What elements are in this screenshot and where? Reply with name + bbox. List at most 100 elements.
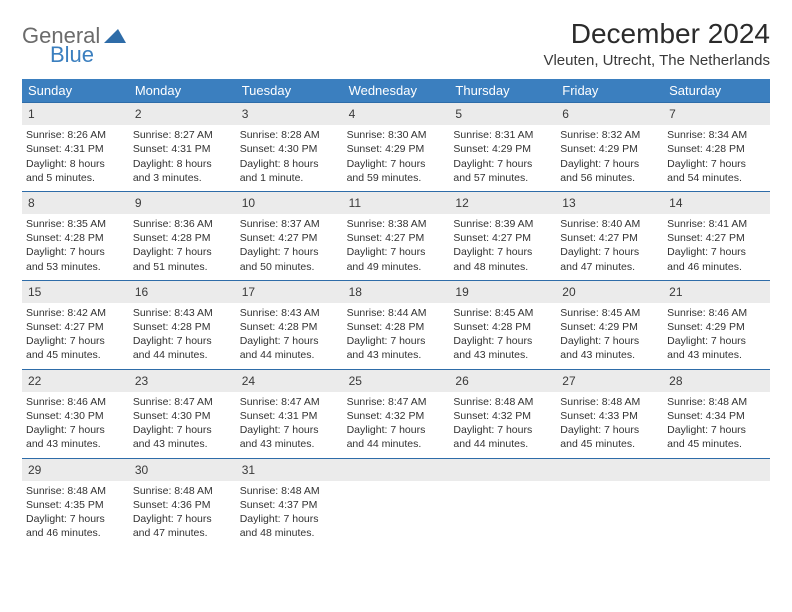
daylight-text: Daylight: 7 hours and 43 minutes. xyxy=(453,334,552,362)
sunrise-text: Sunrise: 8:40 AM xyxy=(560,217,659,231)
day-number-bar: . xyxy=(449,458,556,481)
daylight-text: Daylight: 7 hours and 43 minutes. xyxy=(667,334,766,362)
sunset-text: Sunset: 4:36 PM xyxy=(133,498,232,512)
daylight-text: Daylight: 8 hours and 3 minutes. xyxy=(133,157,232,185)
day-cell: . xyxy=(663,458,770,547)
day-cell: 26Sunrise: 8:48 AMSunset: 4:32 PMDayligh… xyxy=(449,369,556,458)
header: General Blue December 2024 Vleuten, Utre… xyxy=(22,18,770,69)
day-cell: 30Sunrise: 8:48 AMSunset: 4:36 PMDayligh… xyxy=(129,458,236,547)
day-cell: 20Sunrise: 8:45 AMSunset: 4:29 PMDayligh… xyxy=(556,280,663,369)
day-number: 13 xyxy=(562,196,575,210)
sunrise-text: Sunrise: 8:39 AM xyxy=(453,217,552,231)
sunset-text: Sunset: 4:27 PM xyxy=(240,231,339,245)
day-header: Tuesday xyxy=(236,79,343,102)
sunrise-text: Sunrise: 8:37 AM xyxy=(240,217,339,231)
daylight-text: Daylight: 7 hours and 48 minutes. xyxy=(240,512,339,540)
sunrise-text: Sunrise: 8:31 AM xyxy=(453,128,552,142)
sunset-text: Sunset: 4:30 PM xyxy=(26,409,125,423)
daylight-text: Daylight: 7 hours and 46 minutes. xyxy=(667,245,766,273)
day-number: 23 xyxy=(135,374,148,388)
sunrise-text: Sunrise: 8:32 AM xyxy=(560,128,659,142)
day-cell: 19Sunrise: 8:45 AMSunset: 4:28 PMDayligh… xyxy=(449,280,556,369)
day-number: 4 xyxy=(349,107,356,121)
daylight-text: Daylight: 7 hours and 45 minutes. xyxy=(667,423,766,451)
sunset-text: Sunset: 4:28 PM xyxy=(26,231,125,245)
daylight-text: Daylight: 7 hours and 48 minutes. xyxy=(453,245,552,273)
day-number: 22 xyxy=(28,374,41,388)
sunset-text: Sunset: 4:28 PM xyxy=(453,320,552,334)
day-number-bar: 27 xyxy=(556,369,663,392)
day-number: 5 xyxy=(455,107,462,121)
day-number-bar: 1 xyxy=(22,102,129,125)
sunrise-text: Sunrise: 8:43 AM xyxy=(133,306,232,320)
sunrise-text: Sunrise: 8:47 AM xyxy=(240,395,339,409)
sunrise-text: Sunrise: 8:48 AM xyxy=(26,484,125,498)
day-number: 14 xyxy=(669,196,682,210)
sunrise-text: Sunrise: 8:48 AM xyxy=(560,395,659,409)
sunrise-text: Sunrise: 8:27 AM xyxy=(133,128,232,142)
day-number-bar: 31 xyxy=(236,458,343,481)
daylight-text: Daylight: 7 hours and 45 minutes. xyxy=(560,423,659,451)
sunrise-text: Sunrise: 8:48 AM xyxy=(133,484,232,498)
sunset-text: Sunset: 4:31 PM xyxy=(240,409,339,423)
day-cell: 17Sunrise: 8:43 AMSunset: 4:28 PMDayligh… xyxy=(236,280,343,369)
daylight-text: Daylight: 7 hours and 51 minutes. xyxy=(133,245,232,273)
daylight-text: Daylight: 7 hours and 53 minutes. xyxy=(26,245,125,273)
day-cell: 3Sunrise: 8:28 AMSunset: 4:30 PMDaylight… xyxy=(236,102,343,191)
week-row: 29Sunrise: 8:48 AMSunset: 4:35 PMDayligh… xyxy=(22,458,770,547)
day-number-bar: 28 xyxy=(663,369,770,392)
sunrise-text: Sunrise: 8:30 AM xyxy=(347,128,446,142)
day-cell: . xyxy=(449,458,556,547)
daylight-text: Daylight: 7 hours and 47 minutes. xyxy=(133,512,232,540)
sunrise-text: Sunrise: 8:48 AM xyxy=(667,395,766,409)
daylight-text: Daylight: 7 hours and 46 minutes. xyxy=(26,512,125,540)
day-cell: 12Sunrise: 8:39 AMSunset: 4:27 PMDayligh… xyxy=(449,191,556,280)
day-number-bar: 4 xyxy=(343,102,450,125)
sunset-text: Sunset: 4:29 PM xyxy=(560,320,659,334)
day-number-bar: 24 xyxy=(236,369,343,392)
day-number: 24 xyxy=(242,374,255,388)
day-number-bar: 13 xyxy=(556,191,663,214)
day-number-bar: 8 xyxy=(22,191,129,214)
day-number: 7 xyxy=(669,107,676,121)
day-header: Thursday xyxy=(449,79,556,102)
day-number: 31 xyxy=(242,463,255,477)
day-number-bar: . xyxy=(556,458,663,481)
daylight-text: Daylight: 7 hours and 44 minutes. xyxy=(347,423,446,451)
day-number: 20 xyxy=(562,285,575,299)
sunrise-text: Sunrise: 8:48 AM xyxy=(453,395,552,409)
sunrise-text: Sunrise: 8:36 AM xyxy=(133,217,232,231)
day-header: Saturday xyxy=(663,79,770,102)
day-cell: . xyxy=(343,458,450,547)
day-cell: . xyxy=(556,458,663,547)
day-header: Wednesday xyxy=(343,79,450,102)
day-number-bar: 17 xyxy=(236,280,343,303)
sunset-text: Sunset: 4:29 PM xyxy=(560,142,659,156)
day-cell: 5Sunrise: 8:31 AMSunset: 4:29 PMDaylight… xyxy=(449,102,556,191)
sunset-text: Sunset: 4:32 PM xyxy=(453,409,552,423)
day-number-bar: 15 xyxy=(22,280,129,303)
daylight-text: Daylight: 7 hours and 43 minutes. xyxy=(560,334,659,362)
day-number: 2 xyxy=(135,107,142,121)
sunrise-text: Sunrise: 8:47 AM xyxy=(347,395,446,409)
sunset-text: Sunset: 4:27 PM xyxy=(667,231,766,245)
sunset-text: Sunset: 4:29 PM xyxy=(667,320,766,334)
sunset-text: Sunset: 4:32 PM xyxy=(347,409,446,423)
sunset-text: Sunset: 4:33 PM xyxy=(560,409,659,423)
day-cell: 23Sunrise: 8:47 AMSunset: 4:30 PMDayligh… xyxy=(129,369,236,458)
sunset-text: Sunset: 4:37 PM xyxy=(240,498,339,512)
day-number: 29 xyxy=(28,463,41,477)
daylight-text: Daylight: 7 hours and 57 minutes. xyxy=(453,157,552,185)
day-number-bar: 11 xyxy=(343,191,450,214)
day-number-bar: 6 xyxy=(556,102,663,125)
day-cell: 11Sunrise: 8:38 AMSunset: 4:27 PMDayligh… xyxy=(343,191,450,280)
sunset-text: Sunset: 4:35 PM xyxy=(26,498,125,512)
sunrise-text: Sunrise: 8:46 AM xyxy=(26,395,125,409)
day-number-bar: 7 xyxy=(663,102,770,125)
week-row: 15Sunrise: 8:42 AMSunset: 4:27 PMDayligh… xyxy=(22,280,770,369)
sunrise-text: Sunrise: 8:38 AM xyxy=(347,217,446,231)
day-number-bar: 5 xyxy=(449,102,556,125)
day-number: 25 xyxy=(349,374,362,388)
day-number-bar: 9 xyxy=(129,191,236,214)
sunset-text: Sunset: 4:28 PM xyxy=(240,320,339,334)
